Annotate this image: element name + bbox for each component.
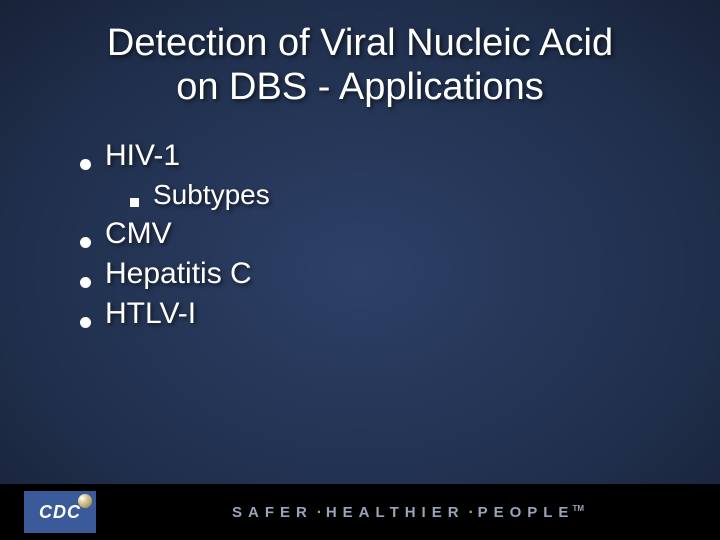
tagline-word: HEALTHIER — [326, 504, 465, 521]
list-item: HTLV-I — [80, 297, 720, 331]
list-item: CMV — [80, 217, 720, 251]
bullet-dot-icon — [80, 277, 91, 288]
slide: Detection of Viral Nucleic Acid on DBS -… — [0, 0, 720, 540]
title-line-1: Detection of Viral Nucleic Acid — [107, 22, 613, 64]
content-area: HIV-1 Subtypes CMV Hepatitis C HTLV-I — [0, 109, 720, 331]
cdc-logo: CDC — [24, 491, 96, 533]
bullet-text: HTLV-I — [105, 297, 196, 331]
logo-text: CDC — [39, 502, 81, 523]
globe-icon — [78, 494, 92, 508]
list-item: Subtypes — [130, 179, 720, 211]
list-item: HIV-1 — [80, 139, 720, 173]
bullet-text: HIV-1 — [105, 139, 180, 173]
dot-separator-icon: · — [317, 504, 322, 521]
dot-separator-icon: · — [469, 504, 474, 521]
slide-title: Detection of Viral Nucleic Acid on DBS -… — [0, 0, 720, 109]
bullet-text: Hepatitis C — [105, 257, 252, 291]
bullet-dot-icon — [80, 317, 91, 328]
bullet-text: Subtypes — [153, 179, 270, 211]
tagline-word: SAFER — [232, 504, 313, 521]
bullet-text: CMV — [105, 217, 172, 251]
footer-tagline: SAFER·HEALTHIER·PEOPLETM — [96, 504, 720, 521]
bullet-dot-icon — [80, 159, 91, 170]
tagline-word: PEOPLE — [478, 504, 575, 521]
trademark-symbol: TM — [572, 504, 584, 513]
bullet-square-icon — [130, 198, 139, 207]
title-line-2: on DBS - Applications — [176, 66, 544, 108]
footer-bar: CDC SAFER·HEALTHIER·PEOPLETM — [0, 484, 720, 540]
bullet-dot-icon — [80, 237, 91, 248]
list-item: Hepatitis C — [80, 257, 720, 291]
